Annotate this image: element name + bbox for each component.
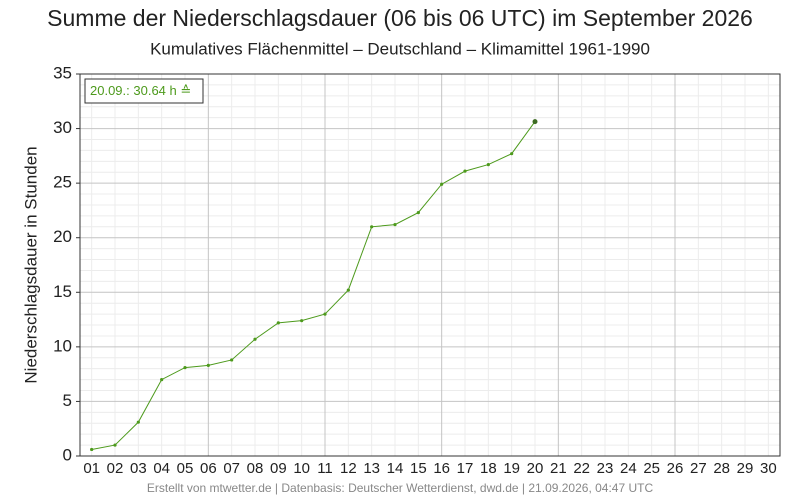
annotation: 20.09.: 30.64 h ≙: [90, 83, 191, 98]
x-tick-label: 02: [107, 460, 124, 477]
data-point: [393, 223, 397, 227]
x-tick-label: 21: [550, 460, 567, 477]
data-point: [440, 182, 444, 186]
x-tick-label: 09: [270, 460, 287, 477]
x-tick-label: 23: [597, 460, 614, 477]
data-line: [91, 121, 536, 450]
x-tick-label: 29: [737, 460, 754, 477]
x-tick-label: 07: [223, 460, 240, 477]
y-axis-label: Niederschlagsdauer in Stunden: [21, 146, 40, 383]
data-point: [300, 319, 304, 323]
data-point: [160, 378, 164, 382]
x-tick-label: 03: [130, 460, 147, 477]
x-tick-label: 08: [247, 460, 264, 477]
x-tick-label: 20: [527, 460, 544, 477]
data-point: [113, 443, 117, 447]
data-point: [136, 420, 140, 424]
data-point: [510, 152, 514, 156]
data-point: [532, 119, 538, 125]
data-point: [486, 162, 490, 167]
data-point: [370, 225, 374, 229]
data-point: [346, 288, 350, 292]
data-point: [323, 312, 327, 316]
x-tick-label: 25: [643, 460, 660, 477]
x-tick-label: 28: [713, 460, 730, 477]
y-tick-label: 25: [53, 173, 72, 192]
data-point: [416, 211, 420, 215]
y-tick-label: 35: [53, 63, 72, 82]
x-tick-label: 15: [410, 460, 427, 477]
x-tick-label: 11: [317, 460, 333, 477]
data-point: [230, 358, 234, 362]
y-tick-label: 20: [53, 227, 72, 246]
data-point: [276, 321, 280, 325]
x-tick-label: 22: [573, 460, 590, 477]
x-tick-label: 27: [690, 460, 707, 477]
x-tick-label: 06: [200, 460, 217, 477]
y-tick-label: 15: [53, 282, 72, 301]
x-tick-label: 17: [457, 460, 474, 477]
y-tick-label: 0: [63, 445, 72, 464]
chart-subtitle: Kumulatives Flächenmittel – Deutschland …: [150, 39, 650, 58]
x-tick-label: 30: [760, 460, 777, 477]
x-tick-label: 12: [340, 460, 357, 477]
plot-frame: [79, 73, 781, 457]
data-point: [253, 337, 257, 341]
x-tick-label: 01: [83, 460, 100, 477]
x-tick-label: 26: [667, 460, 684, 477]
x-tick-label: 10: [293, 460, 310, 477]
x-tick-label: 24: [620, 460, 637, 477]
data-point: [183, 365, 187, 370]
y-tick-label: 5: [63, 391, 72, 410]
x-tick-label: 04: [153, 460, 170, 477]
footer: Erstellt von mtwetter.de | Datenbasis: D…: [147, 481, 654, 495]
x-tick-label: 05: [177, 460, 194, 477]
x-tick-label: 14: [387, 460, 404, 477]
chart-title: Summe der Niederschlagsdauer (06 bis 06 …: [47, 5, 753, 31]
x-tick-label: 16: [433, 460, 450, 477]
y-tick-label: 10: [53, 336, 72, 355]
data-point: [206, 363, 210, 368]
data-point: [90, 447, 94, 452]
data-point: [463, 169, 467, 173]
y-tick-label: 30: [53, 118, 72, 137]
x-tick-label: 13: [363, 460, 380, 477]
x-tick-label: 19: [503, 460, 520, 477]
x-tick-label: 18: [480, 460, 497, 477]
annotation-box: [84, 78, 204, 104]
